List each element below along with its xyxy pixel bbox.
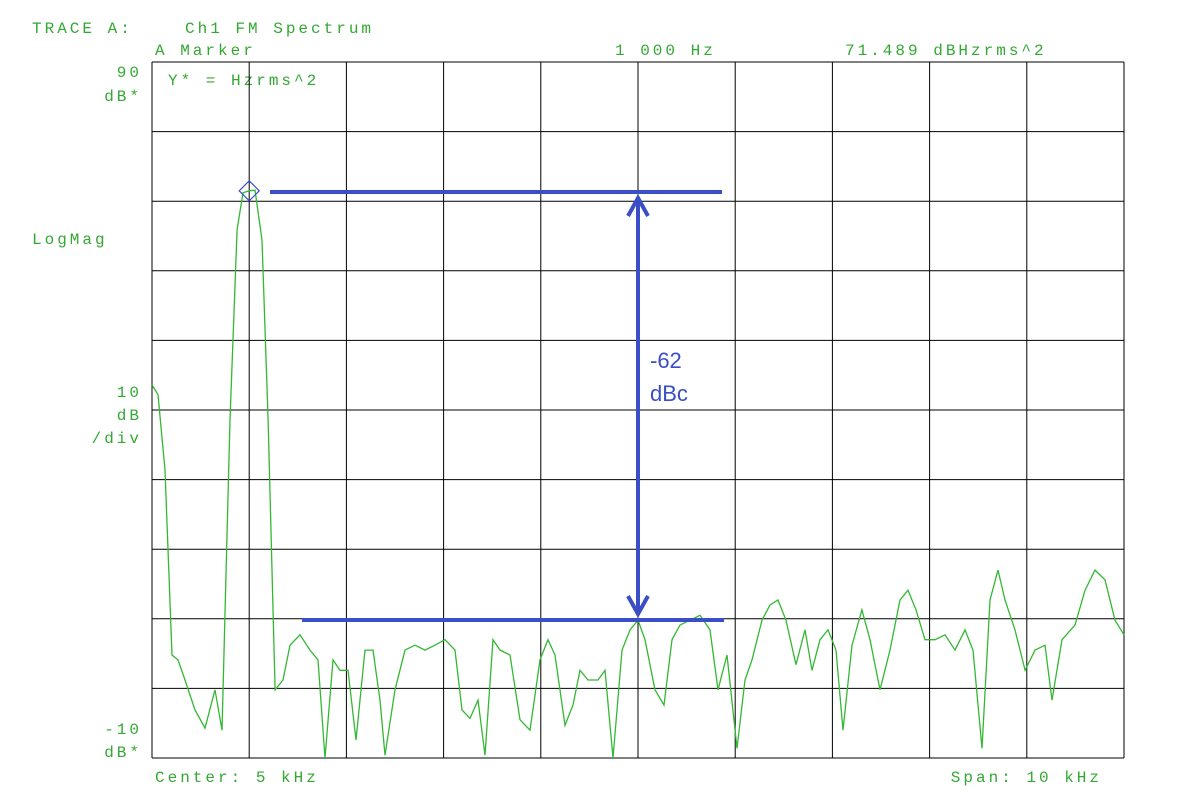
plot	[151, 179, 1125, 759]
y-tick-label: 90	[117, 64, 142, 82]
y-mode: LogMag	[32, 231, 108, 249]
scale-value: 10	[117, 384, 142, 402]
annotation-text: dBc	[650, 381, 688, 406]
marker-x-label: 1 000 Hz	[615, 42, 716, 60]
arrow-head	[626, 193, 650, 217]
chart-subtitle: Ch1 FM Spectrum	[185, 20, 374, 38]
arrow-head	[626, 595, 650, 619]
marker-y-label: 71.489 dBHzrms^2	[845, 42, 1047, 60]
annotation-text: -62	[650, 348, 682, 373]
marker-title: A Marker	[155, 42, 256, 60]
spectrum-line	[151, 189, 1125, 759]
y-note: Y* = Hzrms^2	[168, 72, 319, 90]
annotation	[270, 190, 724, 622]
chart-title: TRACE A:	[32, 20, 133, 38]
y-top-unit: dB*	[104, 88, 142, 106]
y-tick-label: -10	[104, 721, 142, 739]
scale-unit: dB	[117, 407, 142, 425]
scale-per: /div	[92, 430, 142, 448]
y-bottom-unit: dB*	[104, 744, 142, 762]
marker	[238, 179, 261, 202]
span-label: Span: 10 kHz	[951, 769, 1102, 787]
center-label: Center: 5 kHz	[155, 769, 319, 787]
